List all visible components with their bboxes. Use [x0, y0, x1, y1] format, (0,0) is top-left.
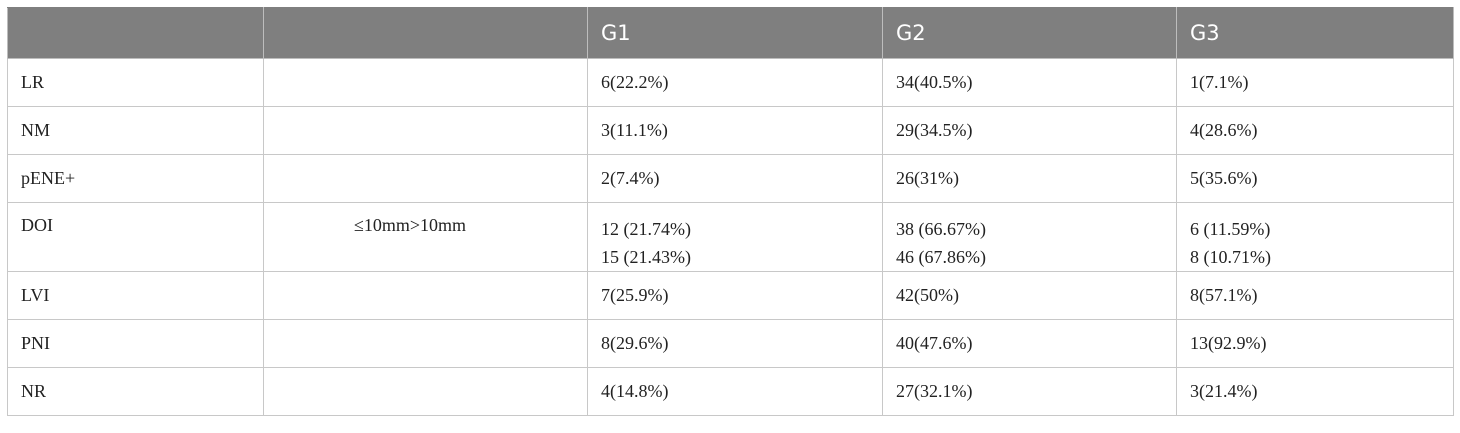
table-row: pENE+ 2(7.4%) 26(31%) 5(35.6%) — [7, 154, 1454, 203]
data-table-container: G1 G2 G3 LR 6(22.2%) 34(40.5%) 1(7.1%) N… — [7, 7, 1454, 416]
data-table: G1 G2 G3 LR 6(22.2%) 34(40.5%) 1(7.1%) N… — [7, 7, 1454, 416]
header-cell-empty-1 — [7, 7, 264, 59]
table-row: LVI 7(25.9%) 42(50%) 8(57.1%) — [7, 271, 1454, 320]
table-row: DOI ≤10mm>10mm 12 (21.74%) 15 (21.43%) 3… — [7, 202, 1454, 272]
header-cell-g3: G3 — [1176, 7, 1454, 59]
cell-g1: 6(22.2%) — [587, 58, 883, 107]
table-row: LR 6(22.2%) 34(40.5%) 1(7.1%) — [7, 58, 1454, 107]
row-sublabel — [263, 367, 588, 416]
cell-g3: 5(35.6%) — [1176, 154, 1454, 203]
row-label: LR — [7, 58, 264, 107]
cell-g3: 13(92.9%) — [1176, 319, 1454, 368]
cell-g3: 3(21.4%) — [1176, 367, 1454, 416]
cell-g1: 7(25.9%) — [587, 271, 883, 320]
table-row: PNI 8(29.6%) 40(47.6%) 13(92.9%) — [7, 319, 1454, 368]
cell-line: 8 (10.71%) — [1190, 247, 1271, 267]
cell-line: 38 (66.67%) — [896, 219, 986, 239]
row-label: DOI — [7, 202, 264, 272]
row-sublabel — [263, 58, 588, 107]
header-cell-g2: G2 — [882, 7, 1177, 59]
cell-g2: 26(31%) — [882, 154, 1177, 203]
cell-g1: 3(11.1%) — [587, 106, 883, 155]
cell-g2: 40(47.6%) — [882, 319, 1177, 368]
table-row: NM 3(11.1%) 29(34.5%) 4(28.6%) — [7, 106, 1454, 155]
cell-g3: 4(28.6%) — [1176, 106, 1454, 155]
cell-g2: 29(34.5%) — [882, 106, 1177, 155]
row-sublabel: ≤10mm>10mm — [263, 202, 588, 272]
row-sublabel — [263, 319, 588, 368]
cell-line: 46 (67.86%) — [896, 247, 986, 267]
row-sublabel — [263, 271, 588, 320]
cell-g2: 38 (66.67%) 46 (67.86%) — [882, 202, 1177, 272]
cell-line: 6 (11.59%) — [1190, 219, 1271, 239]
row-label: NM — [7, 106, 264, 155]
row-label: PNI — [7, 319, 264, 368]
header-cell-g1: G1 — [587, 7, 883, 59]
cell-g3: 8(57.1%) — [1176, 271, 1454, 320]
row-label: LVI — [7, 271, 264, 320]
header-row: G1 G2 G3 — [7, 7, 1454, 59]
cell-g3: 6 (11.59%) 8 (10.71%) — [1176, 202, 1454, 272]
cell-line: 12 (21.74%) — [601, 219, 691, 239]
cell-g2: 34(40.5%) — [882, 58, 1177, 107]
header-cell-empty-2 — [263, 7, 588, 59]
row-sublabel — [263, 154, 588, 203]
row-sublabel — [263, 106, 588, 155]
cell-g1: 4(14.8%) — [587, 367, 883, 416]
row-label: NR — [7, 367, 264, 416]
cell-g2: 27(32.1%) — [882, 367, 1177, 416]
cell-g1: 12 (21.74%) 15 (21.43%) — [587, 202, 883, 272]
cell-g2: 42(50%) — [882, 271, 1177, 320]
cell-line: 15 (21.43%) — [601, 247, 691, 267]
cell-g1: 2(7.4%) — [587, 154, 883, 203]
row-label: pENE+ — [7, 154, 264, 203]
cell-g3: 1(7.1%) — [1176, 58, 1454, 107]
table-row: NR 4(14.8%) 27(32.1%) 3(21.4%) — [7, 367, 1454, 416]
cell-g1: 8(29.6%) — [587, 319, 883, 368]
